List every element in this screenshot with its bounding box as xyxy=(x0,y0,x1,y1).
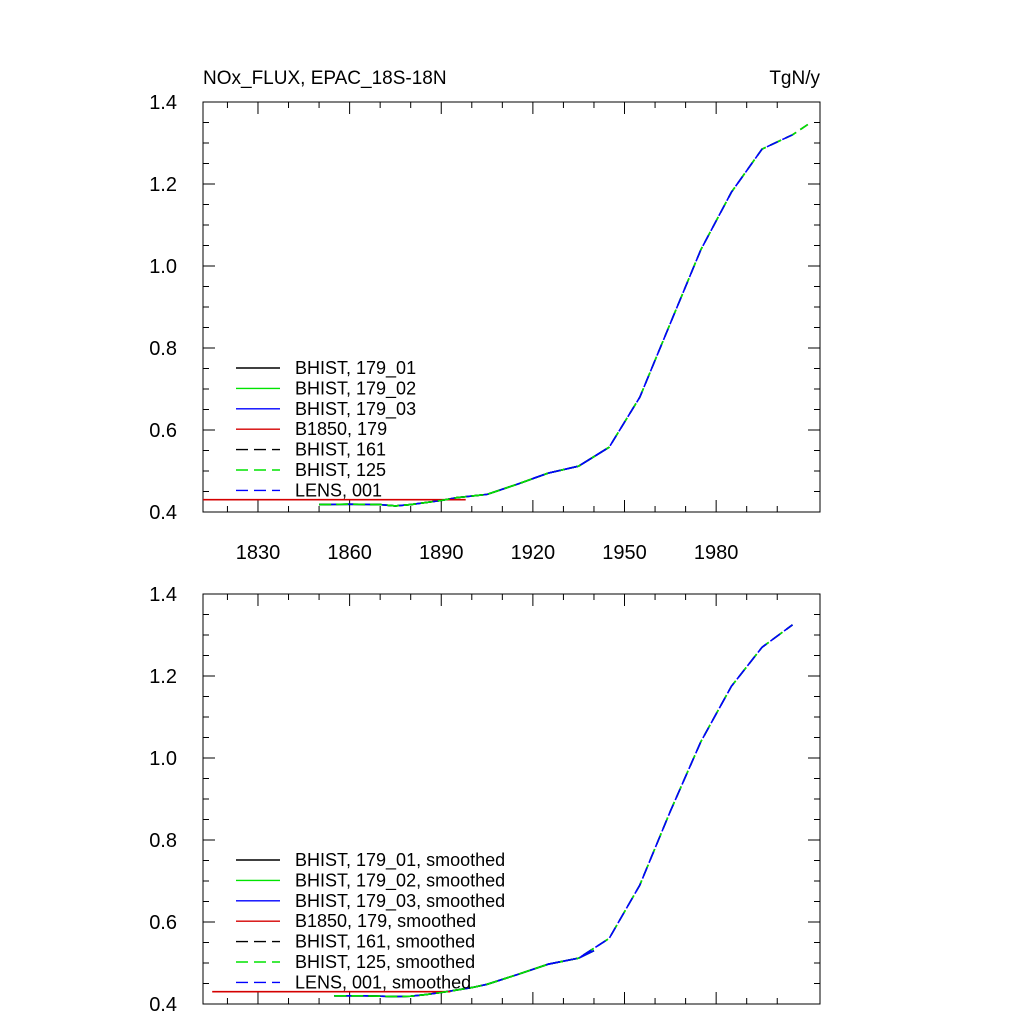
y-tick-label: 0.4 xyxy=(149,502,177,524)
y-tick-label: 0.8 xyxy=(149,338,177,360)
legend-label: BHIST, 179_03 xyxy=(295,399,416,420)
y-tick-label: 1.2 xyxy=(149,174,177,196)
legend-label: BHIST, 161, smoothed xyxy=(295,932,475,952)
y-tick-label: 0.6 xyxy=(149,420,177,442)
y-tick-label: 1.0 xyxy=(149,256,177,278)
x-tick-label: 1980 xyxy=(694,542,739,564)
y-tick-label: 1.0 xyxy=(149,748,177,770)
legend-label: BHIST, 179_02, smoothed xyxy=(295,870,505,891)
legend-label: BHIST, 125, smoothed xyxy=(295,952,475,972)
x-tick-label: 1860 xyxy=(327,542,372,564)
x-tick-label: 1890 xyxy=(419,542,464,564)
series-line xyxy=(319,123,809,507)
legend-label: BHIST, 179_02 xyxy=(295,378,416,399)
legend-label: BHIST, 125 xyxy=(295,460,386,480)
series-line xyxy=(532,134,793,480)
legend-label: BHIST, 161 xyxy=(295,440,386,460)
legend-label: BHIST, 179_03, smoothed xyxy=(295,891,505,912)
chart-title: NOx_FLUX, EPAC_18S-18N xyxy=(203,68,447,89)
y-tick-label: 0.4 xyxy=(149,994,177,1016)
y-tick-label: 1.2 xyxy=(149,666,177,688)
y-tick-label: 0.8 xyxy=(149,830,177,852)
units-label: TgN/y xyxy=(769,68,820,89)
bottom-panel: 0.4 0.6 0.8 1.0 1.2 1.4 BHIST, 179_01, smoothe… xyxy=(149,584,821,1016)
x-tick-label: 1950 xyxy=(602,542,647,564)
x-tick-label: 1830 xyxy=(236,542,281,564)
legend-label: LENS, 001 xyxy=(295,480,382,500)
y-tick-label: 0.6 xyxy=(149,912,177,934)
series-line xyxy=(548,624,793,965)
legend-label: BHIST, 179_01 xyxy=(295,358,416,379)
top-panel: 1830 1860 1890 1920 1950 1980 0.4 0.6 0.8 1.0 1.2 1… xyxy=(149,92,821,564)
legend-label: BHIST, 179_01, smoothed xyxy=(295,850,505,871)
legend-label: B1850, 179 xyxy=(295,419,387,439)
y-tick-label: 1.4 xyxy=(149,584,177,606)
legend-label: B1850, 179, smoothed xyxy=(295,911,476,931)
x-tick-label: 1920 xyxy=(511,542,556,564)
legend-label: LENS, 001, smoothed xyxy=(295,972,471,992)
y-tick-label: 1.4 xyxy=(149,92,177,114)
series-line xyxy=(319,123,809,507)
